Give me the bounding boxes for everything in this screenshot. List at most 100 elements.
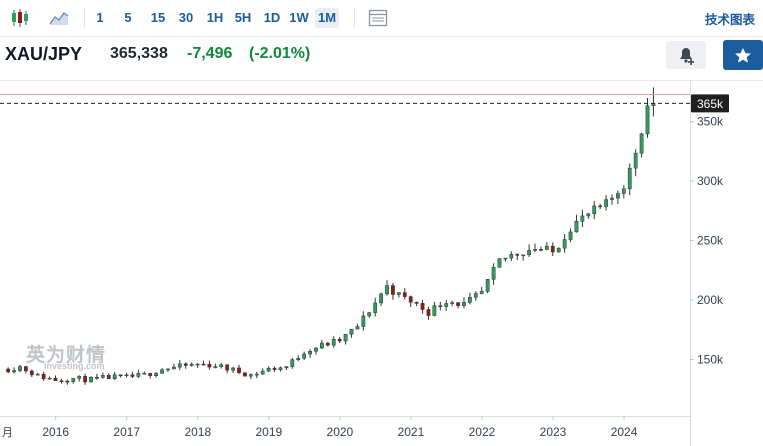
candle-body[interactable] — [71, 378, 76, 382]
timeframe-1[interactable]: 1 — [96, 10, 104, 25]
add-alert-button[interactable] — [666, 41, 706, 69]
candle-body[interactable] — [296, 358, 301, 360]
candle-body[interactable] — [556, 247, 561, 253]
candle-body[interactable] — [207, 363, 212, 368]
candle-body[interactable] — [610, 197, 614, 200]
candle-body[interactable] — [237, 367, 241, 373]
candle-body[interactable] — [166, 368, 170, 371]
candle-body[interactable] — [408, 296, 413, 303]
candle-body[interactable] — [266, 367, 271, 372]
candle-body[interactable] — [562, 239, 567, 249]
candle-body[interactable] — [509, 254, 514, 259]
timeframe-1w[interactable]: 1W — [289, 10, 309, 25]
candle-body[interactable] — [598, 205, 603, 208]
candle-body[interactable] — [201, 363, 206, 366]
candle-body[interactable] — [65, 380, 70, 383]
candle-body[interactable] — [391, 285, 395, 295]
candle-body[interactable] — [177, 363, 182, 368]
candle-body[interactable] — [367, 312, 372, 317]
candle-body[interactable] — [314, 347, 318, 352]
candle-body[interactable] — [130, 374, 135, 377]
candle-body[interactable] — [172, 366, 176, 370]
candle-body[interactable] — [574, 221, 579, 233]
tech-chart-link[interactable]: 技术图表 — [704, 13, 755, 27]
candle-body[interactable] — [12, 370, 16, 373]
candle-body[interactable] — [142, 372, 147, 375]
candle-body[interactable] — [373, 302, 378, 313]
candle-body[interactable] — [503, 257, 508, 260]
candle-body[interactable] — [59, 380, 64, 382]
candle-body[interactable] — [53, 377, 58, 381]
timeframe-1h[interactable]: 1H — [206, 10, 224, 25]
candle-body[interactable] — [41, 373, 46, 380]
candle-body[interactable] — [550, 245, 555, 253]
add-to-watchlist-button[interactable] — [723, 40, 763, 70]
candle-body[interactable] — [284, 366, 289, 368]
candle-body[interactable] — [225, 364, 230, 371]
candle-body[interactable] — [645, 105, 650, 135]
timeframe-30[interactable]: 30 — [178, 10, 194, 25]
candle-body[interactable] — [633, 152, 638, 169]
candle-body[interactable] — [118, 374, 123, 377]
candle-body[interactable] — [213, 366, 218, 368]
candle-body[interactable] — [243, 372, 247, 377]
candle-body[interactable] — [485, 279, 490, 292]
candle-body[interactable] — [396, 292, 401, 295]
candle-body[interactable] — [568, 231, 573, 240]
candle-body[interactable] — [183, 363, 188, 366]
candle-body[interactable] — [148, 372, 153, 376]
candle-body[interactable] — [544, 245, 549, 250]
candle-body[interactable] — [580, 215, 585, 222]
candle-body[interactable] — [627, 167, 632, 190]
candle-body[interactable] — [278, 367, 283, 370]
candle-body[interactable] — [450, 302, 455, 304]
candle-body[interactable] — [154, 373, 159, 376]
candle-body[interactable] — [320, 342, 324, 349]
candle-body[interactable] — [473, 293, 478, 298]
candle-body[interactable] — [302, 353, 307, 359]
candle-body[interactable] — [521, 254, 526, 257]
candle-body[interactable] — [89, 376, 93, 383]
timeframe-15[interactable]: 15 — [150, 10, 166, 25]
candle-body[interactable] — [462, 302, 466, 306]
timeframe-1d[interactable]: 1D — [263, 10, 281, 25]
candle-body[interactable] — [325, 342, 330, 346]
candle-body[interactable] — [272, 367, 277, 370]
candle-body[interactable] — [260, 370, 265, 375]
candle-body[interactable] — [337, 338, 342, 342]
chart-settings-icon[interactable] — [367, 7, 389, 29]
candle-body[interactable] — [527, 250, 531, 256]
timeframe-1m[interactable]: 1M — [315, 8, 339, 28]
candle-body[interactable] — [231, 367, 235, 371]
candle-body[interactable] — [290, 359, 295, 367]
price-chart[interactable]: 150k 200k 250k 300k 350k 2016 2017 2018 2019 2020… — [0, 80, 763, 446]
candle-body[interactable] — [533, 249, 537, 251]
candle-body[interactable] — [18, 366, 22, 371]
candle-body[interactable] — [444, 303, 449, 307]
candle-body[interactable] — [6, 368, 11, 373]
candle-body[interactable] — [639, 133, 644, 154]
candle-body[interactable] — [343, 333, 348, 342]
candle-body[interactable] — [47, 377, 52, 380]
candle-body[interactable] — [219, 364, 224, 367]
candle-body[interactable] — [586, 213, 591, 217]
candle-body[interactable] — [106, 375, 111, 379]
candle-body[interactable] — [254, 373, 259, 376]
candle-body[interactable] — [515, 254, 520, 256]
candle-body[interactable] — [160, 369, 164, 374]
candle-body[interactable] — [124, 374, 129, 377]
candle-body[interactable] — [95, 376, 99, 379]
candle-body[interactable] — [361, 315, 366, 327]
candle-body[interactable] — [438, 305, 443, 307]
candle-body[interactable] — [468, 296, 472, 303]
candle-body[interactable] — [456, 302, 460, 306]
candlestick-icon[interactable] — [9, 7, 31, 29]
candle-body[interactable] — [349, 328, 354, 335]
candle-body[interactable] — [616, 193, 620, 199]
candle-body[interactable] — [420, 303, 425, 310]
timeframe-5[interactable]: 5 — [124, 10, 132, 25]
candle-body[interactable] — [604, 199, 608, 207]
candle-body[interactable] — [355, 326, 360, 330]
candle-body[interactable] — [29, 370, 34, 376]
candle-body[interactable] — [497, 258, 502, 268]
